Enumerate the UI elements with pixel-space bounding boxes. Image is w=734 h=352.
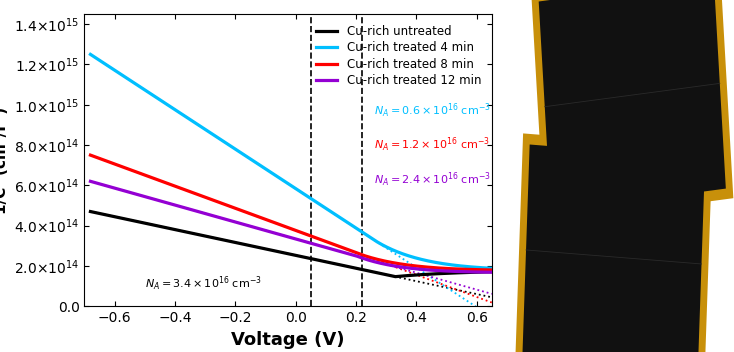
- Cu-rich treated 8 min: [271, 221, 280, 225]
- Cu-rich treated 8 min: [106, 161, 115, 165]
- Cu-rich treated 4 min: [86, 52, 95, 56]
- Polygon shape: [515, 133, 713, 352]
- Cu-rich treated 12 min: [271, 231, 280, 235]
- Text: $N_A = 3.4 \times 10^{16}$ cm$^{-3}$: $N_A = 3.4 \times 10^{16}$ cm$^{-3}$: [145, 275, 261, 293]
- Cu-rich treated 8 min: [402, 263, 411, 267]
- Cu-rich untreated: [476, 270, 484, 274]
- Polygon shape: [523, 145, 705, 352]
- Cu-rich untreated: [106, 214, 115, 218]
- Text: $N_A = 2.4 \times 10^{16}$ cm$^{-3}$: $N_A = 2.4 \times 10^{16}$ cm$^{-3}$: [374, 170, 491, 189]
- X-axis label: Voltage (V): Voltage (V): [231, 331, 345, 349]
- Cu-rich treated 4 min: [476, 265, 484, 270]
- Cu-rich treated 12 min: [476, 270, 484, 274]
- Cu-rich treated 12 min: [402, 266, 411, 270]
- Cu-rich treated 8 min: [476, 268, 484, 272]
- Polygon shape: [539, 0, 726, 212]
- Cu-rich untreated: [271, 249, 280, 253]
- Cu-rich treated 12 min: [106, 185, 115, 189]
- Line: Cu-rich treated 8 min: Cu-rich treated 8 min: [90, 155, 492, 270]
- Cu-rich treated 8 min: [281, 225, 290, 229]
- Cu-rich untreated: [402, 274, 411, 278]
- Line: Cu-rich untreated: Cu-rich untreated: [90, 212, 492, 277]
- Cu-rich untreated: [281, 251, 290, 255]
- Line: Cu-rich treated 4 min: Cu-rich treated 4 min: [90, 54, 492, 268]
- Cu-rich treated 4 min: [487, 266, 496, 270]
- Cu-rich treated 8 min: [476, 268, 484, 272]
- Cu-rich treated 4 min: [402, 253, 411, 257]
- Cu-rich treated 12 min: [281, 234, 290, 238]
- Cu-rich untreated: [86, 209, 95, 214]
- Text: $N_A = 0.6 \times 10^{16}$ cm$^{-3}$: $N_A = 0.6 \times 10^{16}$ cm$^{-3}$: [374, 102, 491, 120]
- Cu-rich untreated: [390, 275, 399, 279]
- Cu-rich treated 8 min: [86, 153, 95, 157]
- Cu-rich treated 4 min: [106, 66, 115, 70]
- Cu-rich treated 12 min: [487, 270, 496, 274]
- Cu-rich treated 8 min: [487, 268, 496, 272]
- Cu-rich untreated: [487, 270, 496, 274]
- Legend: Cu-rich untreated, Cu-rich treated 4 min, Cu-rich treated 8 min, Cu-rich treated: Cu-rich untreated, Cu-rich treated 4 min…: [311, 20, 486, 92]
- Line: Cu-rich treated 12 min: Cu-rich treated 12 min: [90, 181, 492, 272]
- Cu-rich treated 12 min: [86, 179, 95, 183]
- Cu-rich untreated: [476, 270, 484, 274]
- Cu-rich treated 12 min: [476, 270, 484, 274]
- Cu-rich treated 4 min: [281, 180, 290, 184]
- Cu-rich treated 4 min: [271, 173, 280, 177]
- Cu-rich treated 4 min: [476, 265, 484, 270]
- Y-axis label: 1/C² (cm⁴/F²): 1/C² (cm⁴/F²): [0, 107, 9, 214]
- Text: $N_A = 1.2 \times 10^{16}$ cm$^{-3}$: $N_A = 1.2 \times 10^{16}$ cm$^{-3}$: [374, 136, 490, 154]
- Polygon shape: [531, 0, 733, 223]
